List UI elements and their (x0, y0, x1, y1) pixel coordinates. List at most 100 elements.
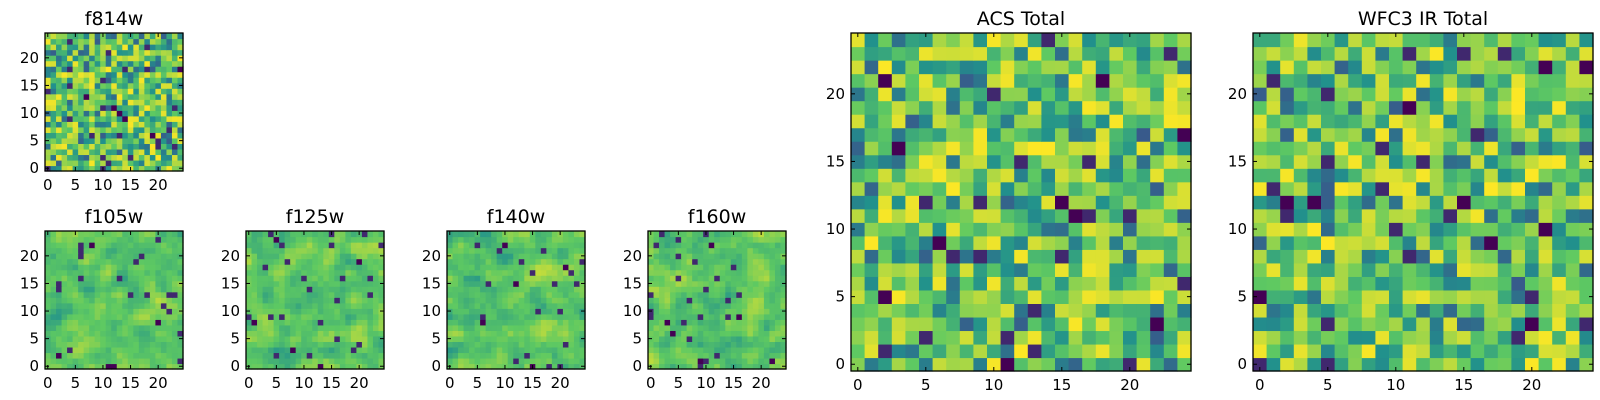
heatmap-cell (1321, 316, 1336, 332)
heatmap-cell (1497, 276, 1512, 291)
heatmap-cell (171, 33, 179, 40)
heatmap-cell (919, 114, 934, 129)
heatmap-cell (919, 181, 934, 196)
heatmap-cell (111, 82, 118, 89)
heatmap-cell (56, 247, 63, 254)
heatmap-cell (725, 291, 732, 298)
heatmap-cell (1416, 154, 1431, 169)
heatmap-cell (171, 264, 179, 271)
heatmap-cell (725, 352, 732, 359)
heatmap-cell (686, 269, 693, 276)
axes-frame (850, 32, 1192, 372)
heatmap-cell (94, 236, 101, 243)
heatmap-cell (496, 363, 503, 370)
heatmap-cell (562, 297, 570, 304)
heatmap-cell (171, 115, 179, 122)
heatmap-cell (166, 60, 173, 67)
heatmap-cell (160, 346, 168, 354)
heatmap-cell (111, 335, 118, 342)
heatmap-cell (878, 289, 893, 304)
heatmap-cell (94, 341, 101, 348)
heatmap-cell (573, 291, 581, 298)
heatmap-cell (1361, 87, 1376, 102)
heatmap-cell (719, 297, 726, 304)
heatmap-cell (480, 275, 487, 282)
heatmap-cell (100, 132, 107, 139)
heatmap-cell (1136, 60, 1151, 75)
heatmap-cell (681, 363, 688, 370)
heatmap-cell (1307, 357, 1322, 372)
heatmap-cell (1429, 235, 1444, 250)
heatmap-cell (1041, 33, 1056, 48)
heatmap-cell (122, 132, 129, 139)
heatmap-cell (496, 242, 503, 249)
heatmap-cell (780, 236, 787, 243)
heatmap-cell (1402, 46, 1417, 61)
heatmap-cell (290, 264, 297, 271)
heatmap-cell (769, 330, 776, 337)
heatmap-cell (177, 258, 184, 265)
heatmap-cell (1163, 262, 1178, 277)
heatmap-cell (56, 313, 63, 320)
heatmap-cell (257, 280, 264, 287)
heatmap-cell (61, 121, 68, 128)
heatmap-cell (573, 258, 581, 265)
heatmap-cell (1307, 235, 1322, 250)
heatmap-cell (328, 324, 335, 331)
heatmap-cell (579, 264, 586, 271)
heatmap-cell (524, 258, 531, 265)
heatmap-cell (279, 247, 286, 254)
heatmap-cell (1027, 114, 1042, 129)
heatmap-cell (83, 308, 90, 315)
heatmap-cell (144, 93, 151, 100)
heatmap-cell (474, 253, 481, 260)
heatmap-cell (160, 308, 168, 315)
heatmap-cell (1361, 168, 1376, 183)
heatmap-cell (67, 236, 74, 243)
heatmap-cell (458, 330, 465, 337)
heatmap-cell (730, 253, 737, 260)
heatmap-cell (105, 319, 112, 326)
heatmap-cell (1429, 208, 1444, 223)
heatmap-cell (1348, 249, 1363, 264)
heatmap-cell (94, 88, 101, 95)
heatmap-cell (78, 132, 85, 139)
heatmap-cell (474, 357, 481, 365)
heatmap-cell (1177, 195, 1192, 210)
heatmap-cell (1027, 154, 1042, 169)
heatmap-cell (45, 143, 52, 150)
heatmap-cell (1429, 316, 1444, 332)
heatmap-cell (1014, 60, 1029, 75)
heatmap-cell (1579, 343, 1594, 359)
heatmap-cell (769, 357, 776, 365)
heatmap-cell (736, 242, 743, 249)
heatmap-cell (513, 319, 520, 326)
x-tick-label: 10 (294, 374, 313, 392)
heatmap-cell (1321, 357, 1336, 372)
heatmap-cell (1429, 262, 1444, 277)
heatmap-cell (480, 352, 487, 359)
heatmap-cell (891, 303, 906, 318)
heatmap-cell (138, 88, 145, 95)
heatmap-cell (334, 341, 341, 348)
heatmap-cell (1055, 249, 1070, 264)
heatmap-cell (89, 297, 96, 304)
heatmap-cell (50, 38, 57, 45)
heatmap-cell (295, 236, 302, 243)
heatmap-cell (268, 335, 275, 342)
heatmap-cell (61, 352, 68, 359)
chart-title: WFC3 IR Total (1358, 8, 1488, 30)
heatmap-cell (1565, 127, 1580, 142)
heatmap-cell (1095, 289, 1110, 304)
heatmap-cell (290, 280, 297, 287)
heatmap-cell (535, 346, 542, 354)
heatmap-cell (268, 236, 275, 243)
heatmap-cell (1027, 100, 1042, 115)
heatmap-cell (1136, 33, 1151, 48)
heatmap-cell (127, 71, 134, 78)
heatmap-cell (268, 346, 275, 354)
heatmap-cell (664, 280, 671, 287)
heatmap-cell (540, 335, 547, 342)
heatmap-cell (94, 148, 101, 156)
heatmap-cell (339, 247, 346, 254)
